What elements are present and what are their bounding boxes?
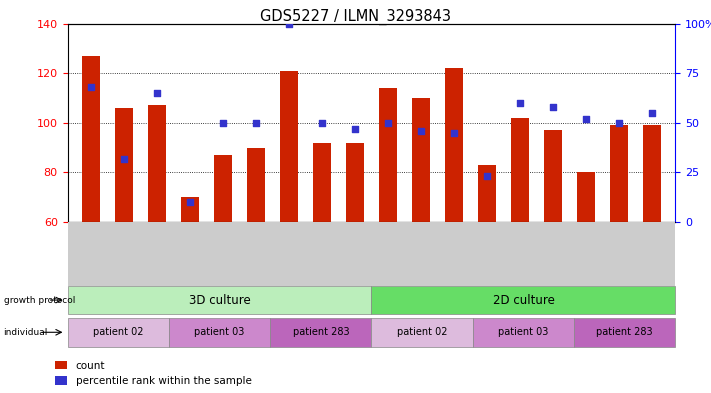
Point bbox=[250, 119, 262, 126]
Point bbox=[349, 126, 360, 132]
Point bbox=[646, 110, 658, 116]
Bar bbox=[214, 155, 232, 222]
Text: patient 03: patient 03 bbox=[194, 327, 245, 337]
Point bbox=[614, 119, 625, 126]
Point bbox=[383, 119, 394, 126]
Bar bbox=[280, 71, 298, 222]
Point bbox=[151, 90, 162, 96]
Text: individual: individual bbox=[4, 328, 48, 337]
Text: GDS5227 / ILMN_3293843: GDS5227 / ILMN_3293843 bbox=[260, 9, 451, 25]
Point bbox=[85, 84, 97, 90]
Bar bbox=[478, 165, 496, 222]
Text: patient 02: patient 02 bbox=[397, 327, 447, 337]
Point bbox=[415, 128, 427, 134]
Bar bbox=[82, 56, 100, 222]
Bar bbox=[313, 143, 331, 222]
Bar bbox=[577, 173, 595, 222]
Text: patient 03: patient 03 bbox=[498, 327, 549, 337]
Bar bbox=[445, 68, 463, 222]
Bar bbox=[181, 197, 199, 222]
Legend: count, percentile rank within the sample: count, percentile rank within the sample bbox=[55, 361, 252, 386]
Bar bbox=[346, 143, 364, 222]
Bar bbox=[247, 148, 265, 222]
Bar bbox=[544, 130, 562, 222]
Text: 3D culture: 3D culture bbox=[188, 294, 250, 307]
Point bbox=[449, 130, 460, 136]
Point bbox=[581, 116, 592, 122]
Text: patient 02: patient 02 bbox=[93, 327, 144, 337]
Bar bbox=[412, 98, 430, 222]
Point bbox=[481, 173, 493, 180]
Bar bbox=[511, 118, 529, 222]
Text: growth protocol: growth protocol bbox=[4, 296, 75, 305]
Bar bbox=[148, 105, 166, 222]
Point bbox=[316, 119, 328, 126]
Bar bbox=[610, 125, 629, 222]
Bar bbox=[114, 108, 133, 222]
Text: patient 283: patient 283 bbox=[292, 327, 349, 337]
Point bbox=[118, 155, 129, 162]
Text: 2D culture: 2D culture bbox=[493, 294, 555, 307]
Point bbox=[184, 199, 196, 205]
Point bbox=[283, 20, 294, 27]
Bar bbox=[643, 125, 661, 222]
Point bbox=[515, 100, 526, 106]
Point bbox=[547, 104, 559, 110]
Bar bbox=[379, 88, 397, 222]
Point bbox=[217, 119, 228, 126]
Text: patient 283: patient 283 bbox=[597, 327, 653, 337]
